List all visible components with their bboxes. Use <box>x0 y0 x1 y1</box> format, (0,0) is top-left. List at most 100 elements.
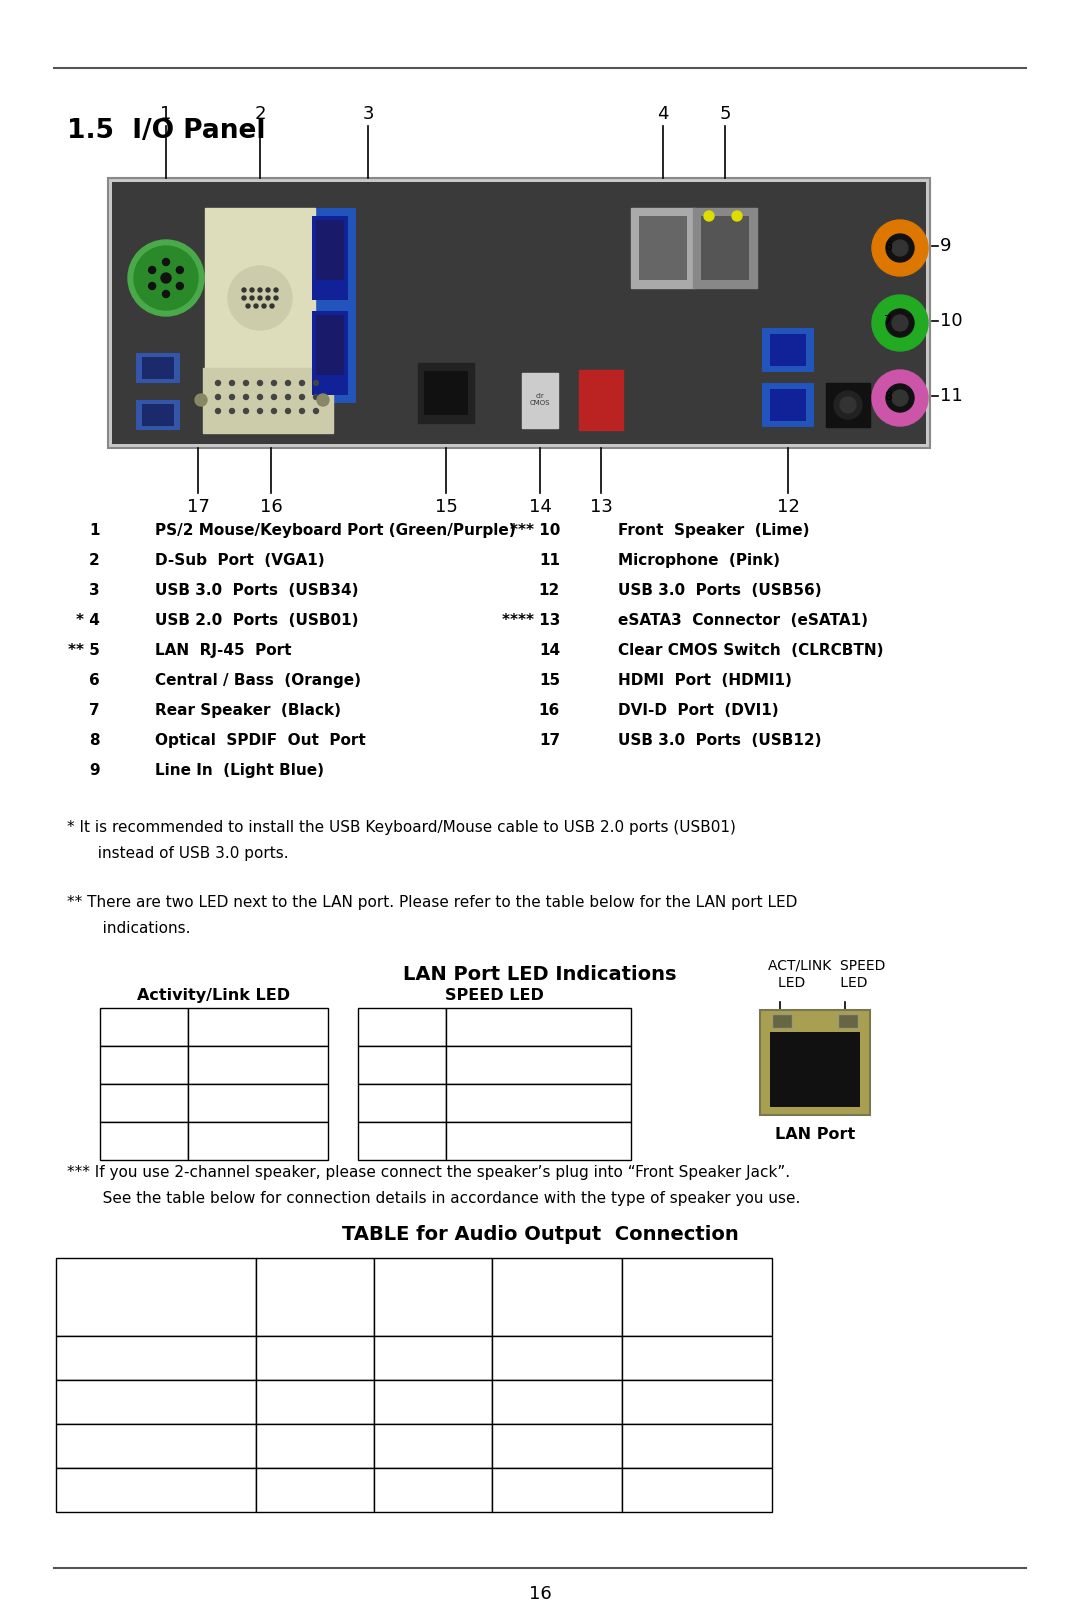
Text: --: -- <box>691 1349 703 1366</box>
Bar <box>256 1258 374 1336</box>
Text: Description: Description <box>213 1020 303 1035</box>
Circle shape <box>228 266 292 330</box>
Bar <box>639 215 687 280</box>
Text: ** There are two LED next to the LAN port. Please refer to the table below for t: ** There are two LED next to the LAN por… <box>67 895 797 910</box>
Bar <box>188 1122 328 1159</box>
Text: Off: Off <box>132 1057 156 1072</box>
Bar <box>374 1336 492 1379</box>
Bar <box>762 329 814 372</box>
Bar <box>424 371 468 414</box>
Circle shape <box>216 408 220 413</box>
Bar <box>693 207 757 288</box>
Bar <box>760 1010 870 1115</box>
Text: See the table below for connection details in accordance with the type of speake: See the table below for connection detai… <box>87 1192 800 1206</box>
Bar <box>622 1379 772 1425</box>
Circle shape <box>313 395 319 400</box>
Circle shape <box>162 290 170 298</box>
Text: Activity/Link LED: Activity/Link LED <box>137 988 291 1004</box>
Bar <box>188 1085 328 1122</box>
Bar <box>303 303 356 403</box>
Text: Description: Description <box>492 1020 584 1035</box>
Circle shape <box>270 304 274 308</box>
Bar <box>56 1379 256 1425</box>
Circle shape <box>149 267 156 274</box>
Circle shape <box>258 296 262 300</box>
Circle shape <box>257 408 262 413</box>
Text: V: V <box>309 1392 321 1412</box>
Text: Link: Link <box>242 1133 274 1148</box>
Text: 1Gbps connection: 1Gbps connection <box>467 1133 611 1148</box>
Text: Audio Output Channels: Audio Output Channels <box>71 1289 241 1305</box>
Bar <box>316 220 345 280</box>
Bar <box>622 1425 772 1468</box>
Text: Optical  SPDIF  Out  Port: Optical SPDIF Out Port <box>156 732 366 748</box>
Text: USB 3.0  Ports  (USB34): USB 3.0 Ports (USB34) <box>156 583 359 597</box>
Text: 12: 12 <box>539 583 561 597</box>
Circle shape <box>266 296 270 300</box>
Text: LAN Port: LAN Port <box>774 1127 855 1141</box>
Bar <box>446 1009 631 1046</box>
Bar <box>492 1258 622 1336</box>
Circle shape <box>313 408 319 413</box>
Text: **** 13: **** 13 <box>501 612 561 628</box>
Text: 1: 1 <box>160 105 172 123</box>
Bar <box>357 1046 446 1085</box>
Text: PS/2 Mouse/Keyboard Port (Green/Purple): PS/2 Mouse/Keyboard Port (Green/Purple) <box>156 523 515 538</box>
Bar <box>446 1085 631 1122</box>
Circle shape <box>257 395 262 400</box>
Text: TABLE for Audio Output  Connection: TABLE for Audio Output Connection <box>341 1226 739 1243</box>
Bar <box>56 1336 256 1379</box>
Text: 2: 2 <box>254 105 266 123</box>
Circle shape <box>258 288 262 291</box>
Bar <box>256 1379 374 1425</box>
Circle shape <box>229 408 234 413</box>
Bar <box>108 178 930 448</box>
Text: USB 3.0  Ports  (USB56): USB 3.0 Ports (USB56) <box>618 583 822 597</box>
Bar <box>826 384 870 427</box>
Text: 16: 16 <box>259 499 282 516</box>
Circle shape <box>242 288 246 291</box>
Bar <box>762 384 814 427</box>
Bar <box>141 405 174 426</box>
Bar <box>256 1468 374 1512</box>
Bar <box>579 371 623 431</box>
Circle shape <box>216 380 220 385</box>
Bar <box>770 334 806 366</box>
Text: ACT/LINK  SPEED: ACT/LINK SPEED <box>768 958 886 971</box>
Bar <box>374 1425 492 1468</box>
Text: LED        LED: LED LED <box>778 976 867 989</box>
Text: --: -- <box>551 1392 563 1412</box>
Text: V: V <box>309 1481 321 1499</box>
Text: 8: 8 <box>151 1481 161 1499</box>
Text: 16: 16 <box>528 1585 552 1603</box>
Circle shape <box>892 240 908 256</box>
Text: 11: 11 <box>940 387 962 405</box>
Circle shape <box>266 288 270 291</box>
Text: DVI-D  Port  (DVI1): DVI-D Port (DVI1) <box>618 703 779 717</box>
Text: Status: Status <box>119 1020 170 1035</box>
Bar <box>357 1122 446 1159</box>
Bar <box>100 1046 188 1085</box>
Bar <box>838 1013 858 1028</box>
Bar <box>492 1468 622 1512</box>
Text: 5: 5 <box>719 105 731 123</box>
Bar <box>136 400 180 431</box>
Bar <box>312 311 348 395</box>
Text: V: V <box>309 1349 321 1366</box>
Bar <box>188 1009 328 1046</box>
Bar <box>256 1425 374 1468</box>
Circle shape <box>246 304 249 308</box>
Bar <box>56 1468 256 1512</box>
Text: Rear Speaker  (Black): Rear Speaker (Black) <box>156 703 341 717</box>
Text: Clear CMOS Switch  (CLRCBTN): Clear CMOS Switch (CLRCBTN) <box>618 643 883 657</box>
Circle shape <box>257 380 262 385</box>
Text: eSATA3  Connector  (eSATA1): eSATA3 Connector (eSATA1) <box>618 612 868 628</box>
Text: Green: Green <box>378 1133 427 1148</box>
Text: 4: 4 <box>658 105 669 123</box>
Circle shape <box>176 267 184 274</box>
Circle shape <box>271 395 276 400</box>
Text: 9: 9 <box>90 763 100 777</box>
Circle shape <box>840 397 856 413</box>
Text: V: V <box>551 1481 563 1499</box>
Text: LAN  RJ-45  Port: LAN RJ-45 Port <box>156 643 292 657</box>
